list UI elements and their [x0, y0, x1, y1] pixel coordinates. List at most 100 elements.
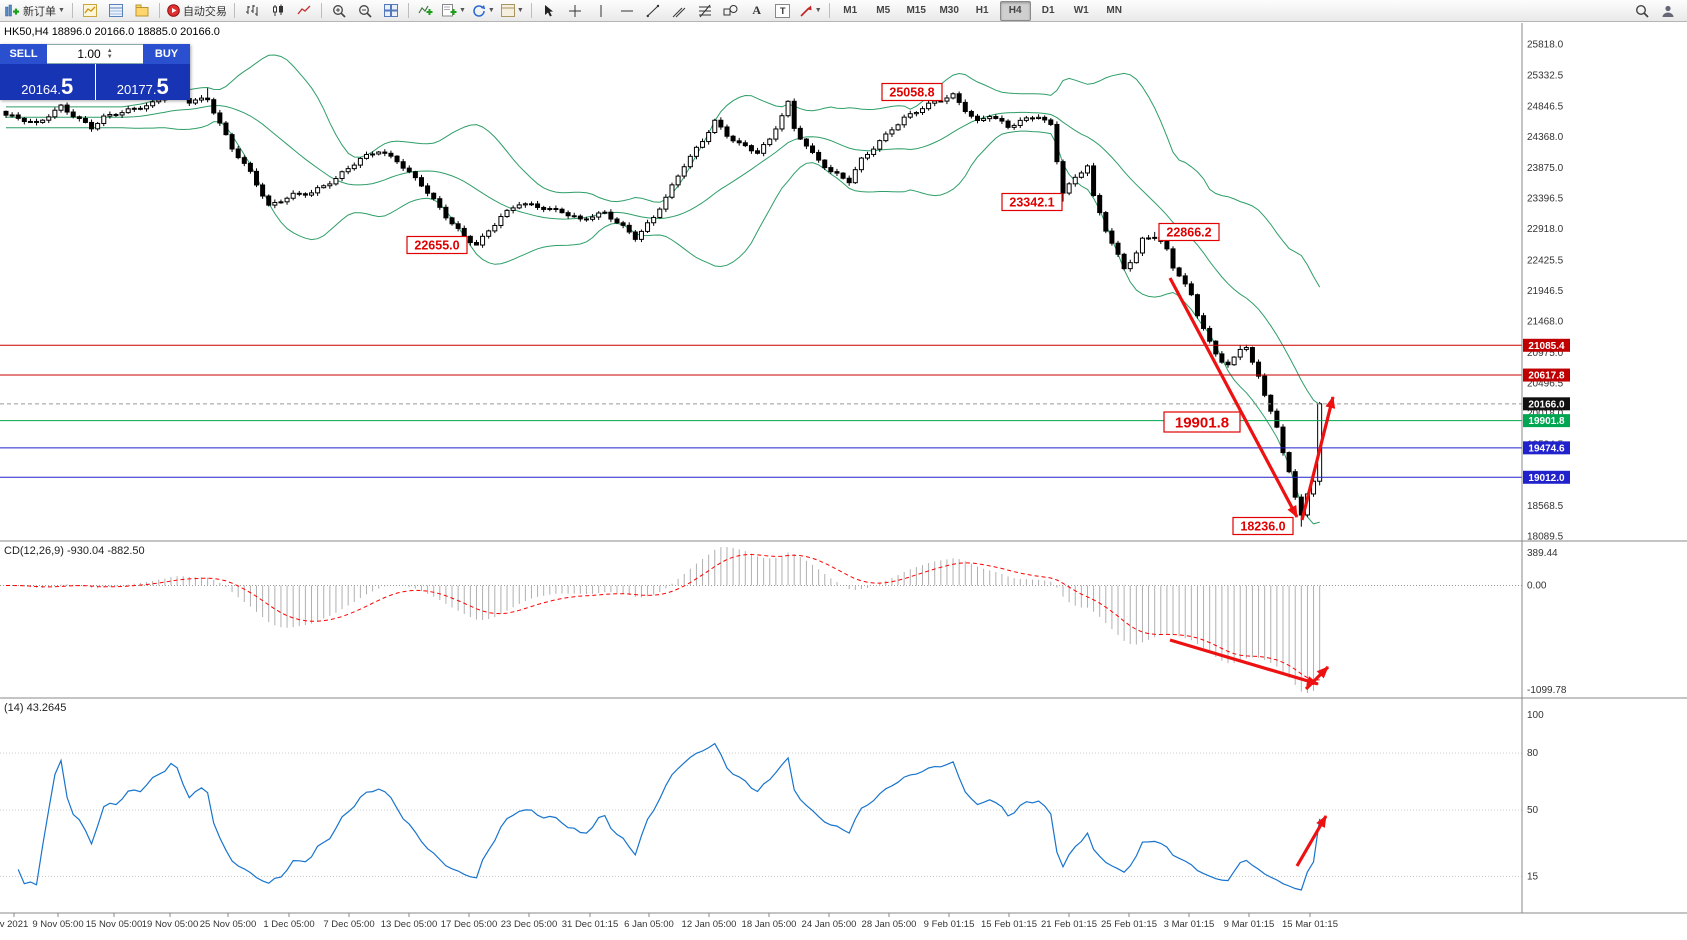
toolbar-separator [530, 3, 532, 18]
svg-text:25 Nov 05:00: 25 Nov 05:00 [200, 919, 257, 930]
toolbar-separator [407, 3, 409, 18]
shapes-button[interactable] [718, 1, 744, 21]
text-label-button[interactable]: T [770, 1, 796, 21]
bar-chart-button[interactable] [239, 1, 265, 21]
channel-button[interactable] [666, 1, 692, 21]
sell-price[interactable]: 20164. 5 [21, 74, 74, 100]
zoom-out-button[interactable] [352, 1, 378, 21]
templates-icon [500, 4, 515, 17]
svg-text:18568.5: 18568.5 [1527, 501, 1564, 512]
new-chart-button[interactable]: ▼ [439, 1, 469, 21]
svg-text:22655.0: 22655.0 [414, 239, 459, 253]
svg-text:21946.5: 21946.5 [1527, 286, 1564, 297]
chart-canvas[interactable]: CD(12,26,9) -930.04 -882.50 389.44 0.00 -10… [0, 22, 1687, 940]
market-watch-icon [82, 4, 97, 17]
timeframe-mn[interactable]: MN [1106, 5, 1122, 16]
cursor-icon [543, 4, 555, 18]
templates-button[interactable]: ▼ [498, 1, 527, 21]
price-callouts[interactable]: 25058.8 23342.1 22866.2 22655.0 19901.8 18236… [406, 82, 1294, 536]
svg-text:31 Dec 01:15: 31 Dec 01:15 [562, 919, 619, 930]
candles [3, 88, 1323, 527]
trend-arrows[interactable] [1168, 277, 1336, 867]
trendline-button[interactable] [640, 1, 666, 21]
price-axis[interactable]: 25818.0 25332.5 24846.5 24368.0 23875.0 23396… [1527, 40, 1564, 543]
svg-text:17 Dec 05:00: 17 Dec 05:00 [441, 919, 498, 930]
user-button[interactable] [1655, 1, 1681, 21]
search-icon [1635, 4, 1649, 18]
periods-icon [472, 4, 486, 18]
bollinger-bands [6, 54, 1321, 525]
svg-text:21 Feb 01:15: 21 Feb 01:15 [1041, 919, 1097, 930]
timeframe-m15[interactable]: M15 [906, 5, 926, 16]
new-order-label: 新订单 [23, 5, 56, 18]
buy-button[interactable]: BUY [143, 44, 190, 64]
new-order-button[interactable]: 新订单 ▼ [2, 1, 68, 21]
user-icon [1661, 4, 1675, 18]
navigator-button[interactable] [129, 1, 155, 21]
svg-text:22918.0: 22918.0 [1527, 224, 1564, 235]
chevron-down-icon: ▼ [58, 7, 65, 14]
svg-text:13 Dec 05:00: 13 Dec 05:00 [381, 919, 438, 930]
horizontal-line-icon [620, 6, 634, 16]
fibonacci-button[interactable] [692, 1, 718, 21]
svg-text:15 Feb 01:15: 15 Feb 01:15 [981, 919, 1037, 930]
timeframe-m5[interactable]: M5 [876, 5, 891, 16]
level-lines[interactable] [0, 344, 1522, 478]
spinner-down-icon[interactable]: ▼ [106, 54, 113, 60]
volume-spinner-arrows[interactable]: ▲ ▼ [107, 48, 113, 60]
svg-text:100: 100 [1527, 710, 1544, 721]
tile-windows-button[interactable] [378, 1, 404, 21]
svg-text:9 Nov 05:00: 9 Nov 05:00 [32, 919, 83, 930]
toolbar-separator [158, 3, 160, 18]
svg-text:22425.5: 22425.5 [1527, 255, 1564, 266]
arrows-button[interactable]: ▼ [796, 1, 825, 21]
vertical-line-button[interactable] [588, 1, 614, 21]
chevron-down-icon: ▼ [487, 7, 495, 14]
panel-frames [0, 23, 1687, 914]
svg-text:25058.8: 25058.8 [889, 86, 934, 100]
svg-text:21085.4: 21085.4 [1528, 341, 1565, 352]
indicators-button[interactable] [413, 1, 439, 21]
autotrade-label: 自动交易 [182, 5, 227, 18]
timeframe-h4[interactable]: H4 [999, 0, 1031, 21]
data-window-button[interactable] [103, 1, 129, 21]
line-chart-button[interactable] [291, 1, 317, 21]
market-watch-button[interactable] [77, 1, 103, 21]
svg-text:15: 15 [1527, 872, 1539, 883]
svg-text:19901.8: 19901.8 [1528, 416, 1565, 427]
timeframe-m30[interactable]: M30 [939, 5, 959, 16]
svg-text:CD(12,26,9) -930.04 -882.50: CD(12,26,9) -930.04 -882.50 [4, 545, 145, 557]
timeframe-d1[interactable]: D1 [1041, 5, 1055, 16]
zoom-in-button[interactable] [326, 1, 352, 21]
svg-text:19012.0: 19012.0 [1528, 473, 1565, 484]
svg-text:23396.5: 23396.5 [1527, 194, 1564, 205]
svg-text:7 Dec 05:00: 7 Dec 05:00 [323, 919, 374, 930]
search-button[interactable] [1629, 1, 1655, 21]
candlestick-chart-button[interactable] [265, 1, 291, 21]
crosshair-button[interactable] [562, 1, 588, 21]
cursor-button[interactable] [536, 1, 562, 21]
periods-button[interactable]: ▼ [469, 1, 498, 21]
timeframe-h1[interactable]: H1 [975, 5, 989, 16]
svg-text:18236.0: 18236.0 [1240, 520, 1285, 534]
svg-text:389.44: 389.44 [1527, 548, 1558, 559]
text-button[interactable]: A [744, 1, 770, 21]
buy-price[interactable]: 20177. 5 [94, 64, 191, 100]
toolbar-separator [233, 3, 235, 18]
volume-spinner[interactable]: 1.00 ▲ ▼ [47, 44, 143, 64]
svg-text:15 Nov 05:00: 15 Nov 05:00 [86, 919, 143, 930]
horizontal-line-button[interactable] [614, 1, 640, 21]
autotrade-button[interactable]: 自动交易 [164, 1, 230, 21]
sell-button[interactable]: SELL [0, 44, 47, 64]
timeframe-w1[interactable]: W1 [1073, 5, 1089, 16]
candlestick-chart-icon [271, 4, 285, 17]
time-axis[interactable]: v 2021 9 Nov 05:00 15 Nov 05:00 19 Nov 05:0… [0, 913, 1338, 930]
svg-text:0.00: 0.00 [1527, 581, 1547, 592]
svg-text:22866.2: 22866.2 [1166, 226, 1211, 240]
toolbar-separator [320, 3, 322, 18]
svg-text:19474.6: 19474.6 [1528, 443, 1565, 454]
chart-title: HK50,H4 18896.0 20166.0 18885.0 20166.0 [4, 26, 220, 38]
timeframe-m1[interactable]: M1 [843, 5, 858, 16]
new-chart-icon [441, 4, 457, 17]
spinner-up-icon[interactable]: ▲ [106, 48, 113, 54]
